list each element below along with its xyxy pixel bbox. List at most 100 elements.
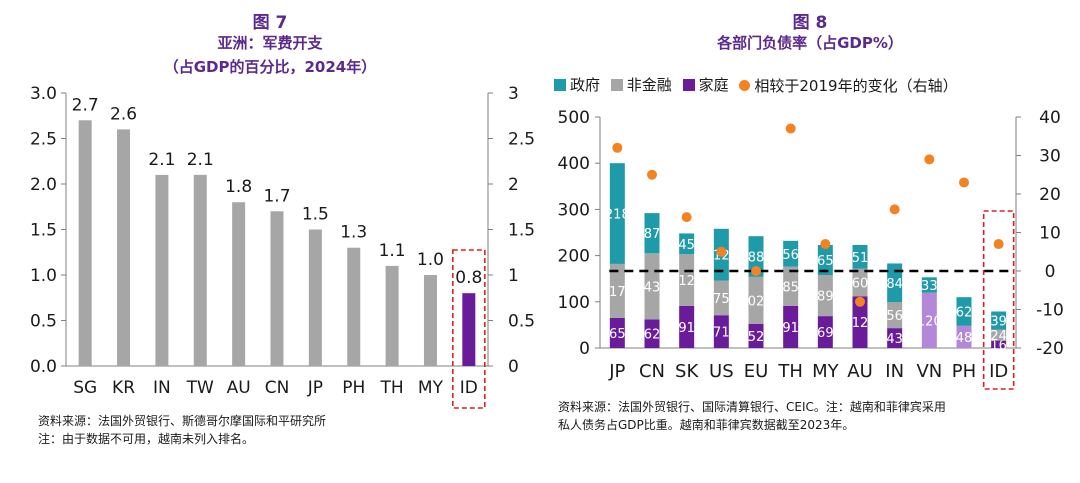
x-tick-label-tw: TW (186, 378, 214, 398)
bar-label-nonfinancial-au: 60 (852, 276, 869, 291)
y-tick-label-left: 3.0 (30, 84, 57, 104)
bar-label-nonfinancial-in: 56 (886, 309, 903, 324)
figure-7-panel: 图 7 亚洲：军费开支 （占GDP的百分比，2024年） 0.0 0.5 1.0 1.… (30, 13, 535, 446)
bar-government-ph (956, 297, 972, 326)
x-tick-label-kr: KR (112, 378, 135, 398)
x-tick-label-th: TH (380, 378, 404, 398)
bar-label-nonfinancial-th: 85 (782, 280, 799, 295)
bar-label-government-cn: 87 (644, 227, 661, 242)
military-spending-chart: 0.0 0.5 1.0 1.5 2.0 2.5 3.0 0 0.5 1 1.5 2 2.5 3 2.7 SG 2… (30, 84, 535, 409)
legend-label-household: 家庭 (698, 76, 729, 94)
y-tick-label-left: 500 (558, 108, 590, 128)
bar-label-nonfinancial-eu: 02 (748, 294, 765, 309)
change-dot-id (993, 239, 1004, 250)
bar-th (385, 265, 399, 366)
bar-nonfinancial-sk (679, 254, 695, 306)
bar-nonfinancial-au (852, 268, 868, 297)
bar-label-government-sk: 45 (678, 238, 695, 253)
figure-7-source: 资料来源：法国外贸银行、斯德哥尔摩国际和平研究所 (38, 414, 327, 428)
y-tick-label-left: 300 (558, 200, 590, 220)
bar-government-eu (748, 236, 764, 277)
bar-household-eu (748, 323, 764, 348)
y-tick-label-left: 400 (558, 154, 590, 174)
bar-jp (308, 229, 322, 366)
y-tick-label-right: 30 (1039, 147, 1061, 167)
bar-label-household-id: 16 (990, 338, 1007, 353)
figure-7-subtitle: （占GDP的百分比，2024年） (163, 58, 377, 76)
x-tick-label-us: US (709, 361, 734, 382)
bar-label-household-us: 71 (713, 326, 730, 341)
x-tick-label-th: TH (777, 361, 803, 382)
bar-tw (193, 174, 207, 366)
x-tick-label-eu: EU (744, 361, 769, 382)
change-dot-sk (681, 212, 692, 223)
bar-sg (78, 120, 92, 366)
bar-household-th (783, 305, 799, 348)
bar-nonfinancial-my (817, 275, 833, 317)
bar-nonfinancial-us (713, 280, 729, 316)
legend-dot-change (739, 79, 751, 91)
bar-label-nonfinancial-us: 75 (713, 292, 730, 307)
bar-in (155, 174, 169, 366)
bar-label-nonfinancial-my: 89 (817, 290, 834, 305)
legend-swatch-government (554, 78, 566, 91)
change-dot-ph (959, 177, 969, 188)
bar-label-household-eu: 52 (748, 330, 765, 345)
bar-government-au (852, 244, 868, 269)
y-tick-label-left: 1.0 (30, 266, 57, 286)
x-tick-label-in: IN (153, 378, 171, 398)
bar-cn (270, 211, 284, 366)
y-tick-label-left: 2.5 (30, 130, 57, 150)
bar-label-nonfinancial-sk: 12 (678, 274, 695, 289)
figure-8-label: 图 8 (792, 13, 828, 33)
y-tick-label-left: 0.5 (30, 312, 57, 332)
y-tick-label-left: 2.0 (30, 175, 57, 195)
debt-ratio-chart: 0 100 200 300 400 500 -20 -10 0 10 20 30 40 65 17 218 JP… (558, 108, 1064, 390)
legend-swatch-nonfinancial (610, 78, 623, 91)
figure-8-panel: 图 8 各部门负债率（占GDP%） 政府 非金融 家庭 相较于2019年的变化（… (540, 0, 1080, 483)
y-tick-label-left: 1.5 (30, 221, 57, 241)
bar-label-household-ph: 48 (956, 331, 973, 346)
bar-government-th (783, 240, 799, 267)
bar-household-id (991, 340, 1007, 348)
bar-nonfinancial-th (783, 266, 799, 306)
bar-government-jp (609, 163, 625, 264)
x-tick-label-vn: VN (916, 361, 942, 382)
bar-label-government-th: 56 (782, 248, 799, 263)
figure-8-legend: 政府 非金融 家庭 相较于2019年的变化（右轴） (554, 74, 964, 96)
figure-7-title: 亚洲：军费开支 (217, 34, 323, 52)
bar-government-id (991, 311, 1007, 330)
bar-household-us (713, 315, 729, 348)
y-tick-label-right: 1 (508, 266, 519, 286)
x-tick-label-my: MY (812, 361, 840, 382)
change-dot-au (855, 296, 865, 307)
change-dot-cn (647, 169, 657, 180)
value-label-au: 1.8 (225, 177, 252, 197)
y-tick-label-right: 1.5 (508, 221, 535, 241)
x-tick-label-cn: CN (265, 378, 290, 398)
bar-ph (347, 247, 361, 366)
bar-household-jp (609, 317, 625, 348)
figure-7-note: 注：由于数据不可用，越南未列入排名。 (38, 432, 255, 446)
bar-label-nonfinancial-jp: 17 (609, 285, 626, 300)
y-tick-label-right: 2 (508, 175, 519, 195)
x-tick-label-au: AU (847, 361, 873, 382)
change-dot-eu (751, 266, 761, 276)
y-tick-label-left: 100 (558, 293, 590, 313)
bar-nonfinancial-id (991, 329, 1007, 341)
legend-label-change: 相较于2019年的变化（右轴） (754, 76, 958, 95)
x-tick-label-sg: SG (73, 378, 97, 398)
y-tick-label-left: 200 (558, 247, 590, 267)
highlight-box-id (452, 249, 486, 409)
bar-label-household-jp: 65 (609, 327, 626, 342)
bar-label-household-vn: 120 (917, 314, 942, 329)
value-label-jp: 1.5 (302, 205, 329, 225)
y-tick-label-left: 0.0 (30, 357, 57, 377)
y-tick-label-right: 0.5 (508, 312, 535, 332)
legend-government: 政府 (554, 74, 600, 95)
change-dot-jp (612, 142, 623, 153)
x-tick-label-my: MY (418, 378, 444, 398)
value-label-sg: 2.7 (72, 95, 99, 115)
bar-household-ph (956, 325, 972, 348)
change-dot-vn (924, 154, 935, 165)
